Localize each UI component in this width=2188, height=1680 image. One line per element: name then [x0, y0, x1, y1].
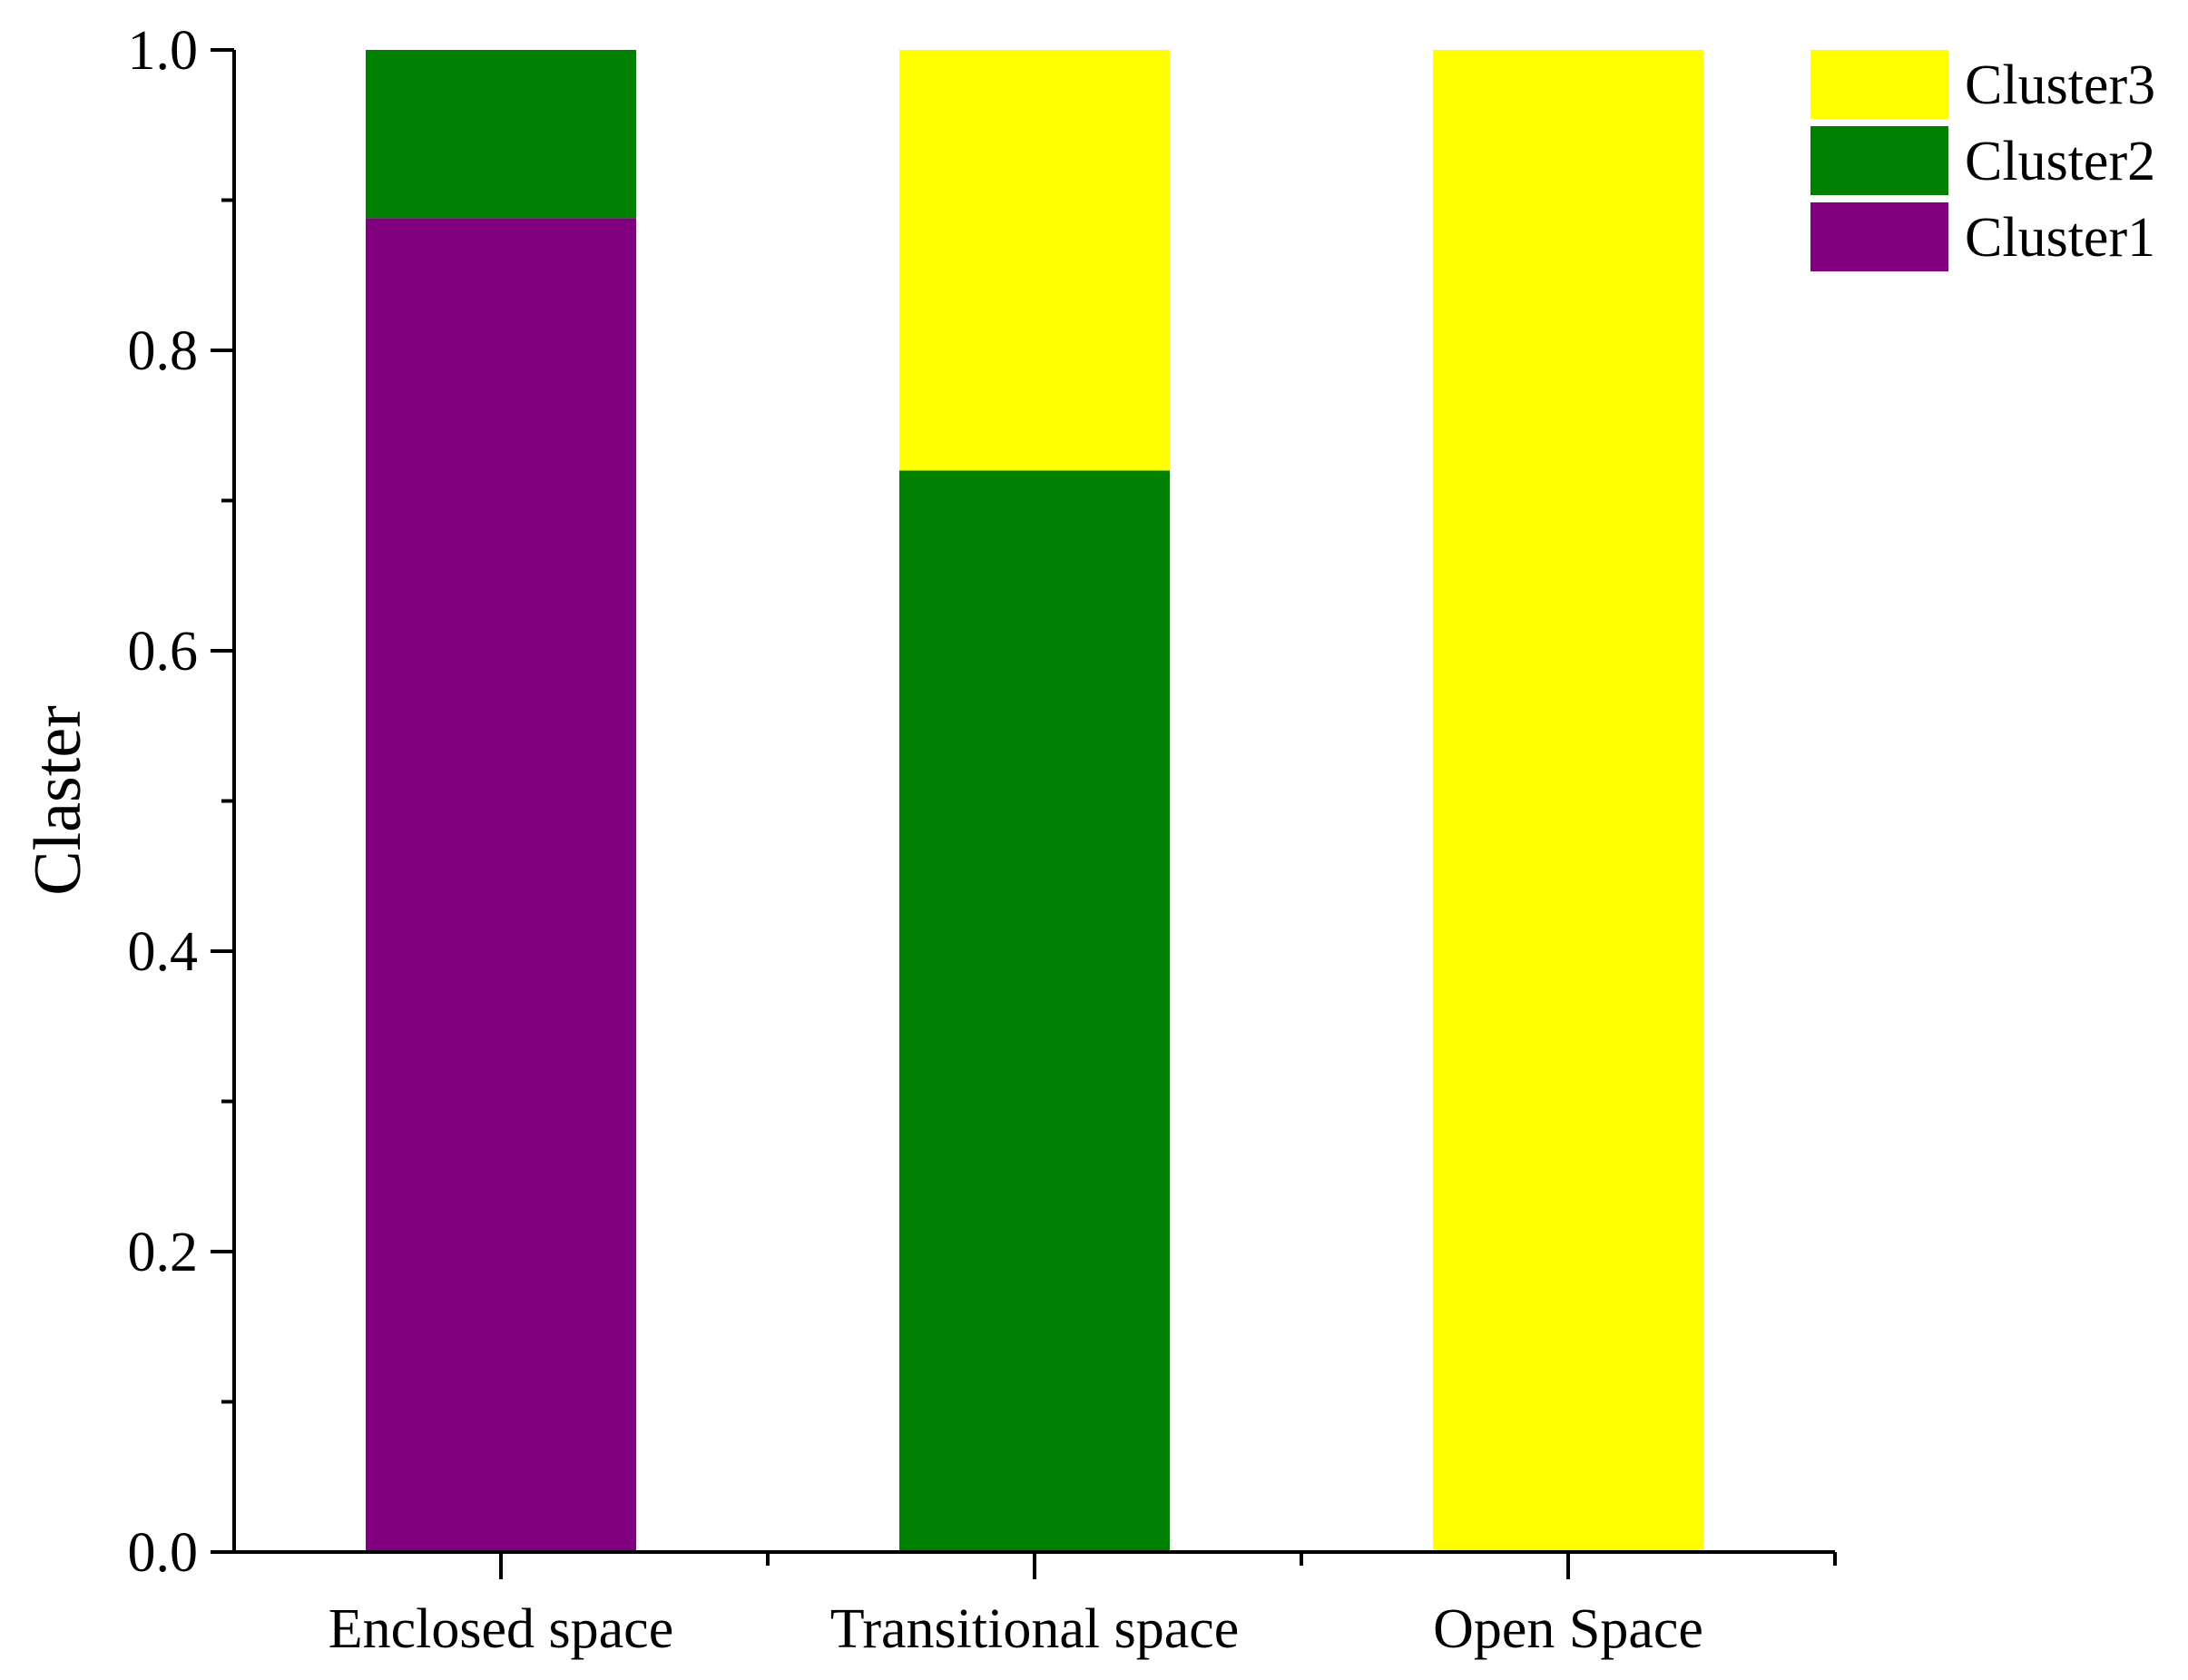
- x-tick-label: Enclosed space: [329, 1598, 673, 1660]
- y-tick-label: 1.0: [128, 20, 199, 82]
- legend-label-cluster1: Cluster1: [1965, 207, 2155, 269]
- y-tick-label: 0.8: [128, 320, 199, 382]
- bar-cluster3-open-space: [1433, 50, 1703, 1552]
- y-tick-label: 0.4: [128, 921, 199, 983]
- bar-cluster2-transitional-space: [899, 470, 1170, 1552]
- bars-layer: [366, 50, 1703, 1553]
- legend-label-cluster3: Cluster3: [1965, 54, 2155, 116]
- x-tick-label: Transitional space: [830, 1598, 1240, 1660]
- y-axis-title: Claster: [21, 705, 95, 896]
- bar-cluster2-enclosed-space: [366, 50, 636, 219]
- legend-swatch-cluster3: [1810, 50, 1948, 119]
- x-tick-label: Open Space: [1433, 1598, 1703, 1660]
- y-tick-label: 0.2: [128, 1222, 199, 1283]
- axes-layer: 0.0 0.2 0.4 0.6 0.8 1.0 Enclosed space Transiti…: [128, 20, 1837, 1660]
- bar-cluster1-enclosed-space: [366, 218, 636, 1553]
- legend: Cluster3 Cluster2 Cluster1: [1810, 50, 2155, 271]
- legend-label-cluster2: Cluster2: [1965, 131, 2155, 192]
- legend-swatch-cluster2: [1810, 126, 1948, 195]
- y-tick-label: 0.0: [128, 1522, 199, 1584]
- legend-swatch-cluster1: [1810, 202, 1948, 271]
- bar-cluster3-transitional-space: [899, 50, 1170, 471]
- y-tick-label: 0.6: [128, 621, 199, 683]
